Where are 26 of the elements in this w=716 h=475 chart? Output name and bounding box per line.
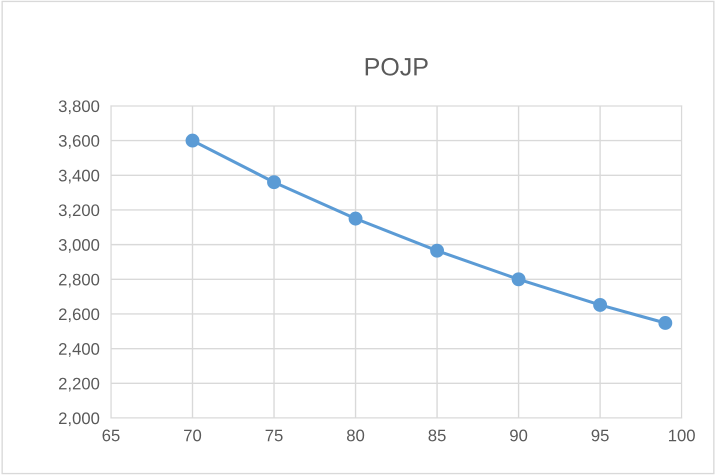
point xyxy=(430,244,444,258)
y-tick-label: 2,600 xyxy=(59,308,100,322)
y-tick-label: 2,200 xyxy=(59,378,100,392)
y-tick-label: 3,600 xyxy=(58,135,100,149)
x-tick-label: 95 xyxy=(592,430,609,442)
y-tick-label: 3,800 xyxy=(58,100,100,114)
chart-title: POJP xyxy=(366,58,428,76)
point xyxy=(348,212,362,226)
x-tick-label: 70 xyxy=(184,430,202,442)
x-tick-label: 75 xyxy=(266,430,283,442)
point xyxy=(593,298,608,312)
point xyxy=(186,134,200,148)
point xyxy=(267,175,281,190)
y-tick-label: 3,400 xyxy=(58,170,100,184)
point xyxy=(658,316,672,330)
x-tick-label: 85 xyxy=(428,430,446,442)
y-tick-label: 2,800 xyxy=(59,274,100,288)
point xyxy=(512,272,526,286)
y-tick-label: 3,000 xyxy=(58,239,100,253)
x-tick-label: 100 xyxy=(669,430,695,442)
y-tick-label: 3,200 xyxy=(58,204,100,218)
y-tick-label: 2,000 xyxy=(59,412,100,426)
x-tick-label: 90 xyxy=(510,430,528,442)
x-tick-label: 80 xyxy=(347,430,364,442)
x-tick-label: 65 xyxy=(102,430,120,442)
y-tick-label: 2,400 xyxy=(59,343,100,357)
